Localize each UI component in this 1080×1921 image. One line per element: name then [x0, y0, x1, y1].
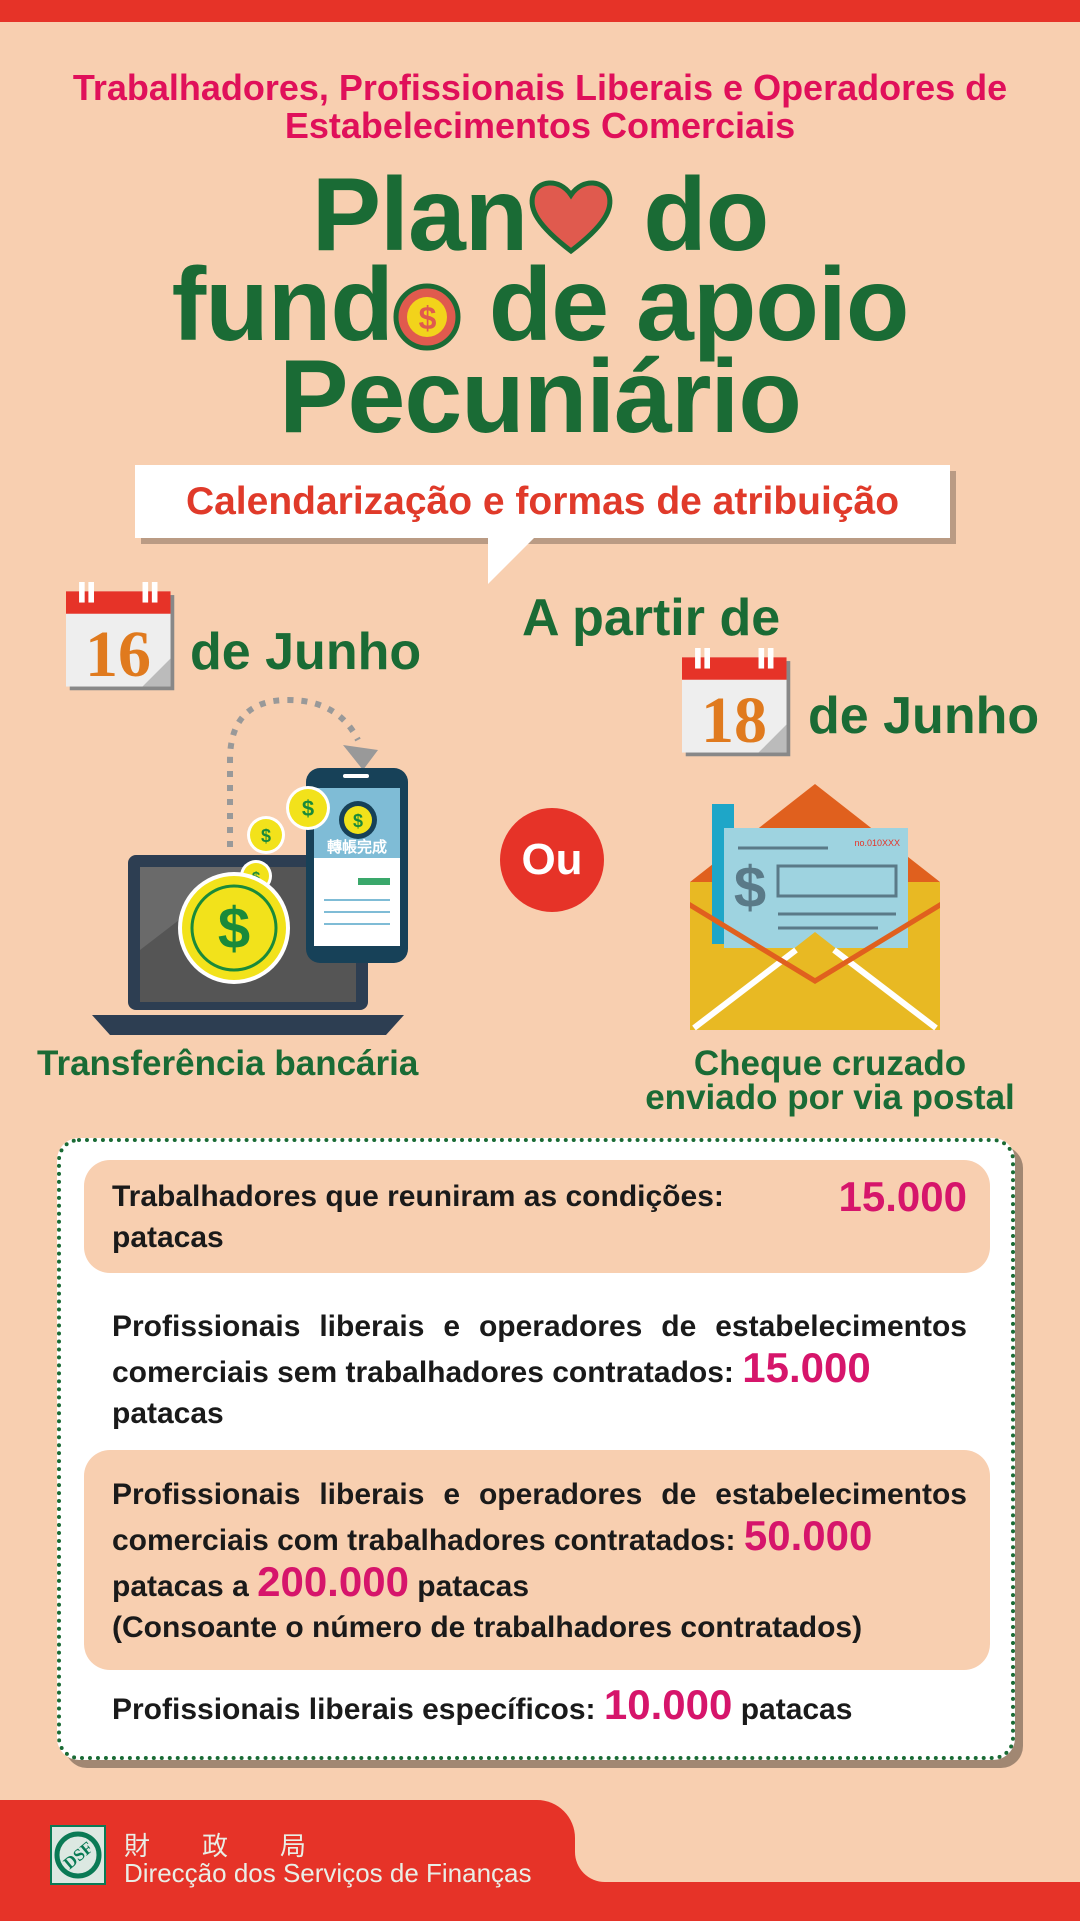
title-text: do — [643, 157, 769, 273]
amount-value: 50.000 — [743, 1512, 873, 1559]
amount-note: (Consoante o número de trabalhadores con… — [112, 1611, 863, 1644]
calendar-icon-16: 16 — [62, 582, 182, 699]
title-text: Plan — [311, 157, 529, 273]
or-badge: Ou — [500, 808, 604, 912]
amount-unit: patacas — [417, 1570, 530, 1603]
amount-value: 15.000 — [838, 1173, 967, 1220]
coin-icon: $ — [393, 283, 461, 351]
heart-icon — [529, 180, 613, 254]
from-label: A partir de — [522, 589, 781, 647]
calendar-icon-18: 18 — [678, 648, 798, 765]
title-text: fund — [171, 247, 394, 363]
speech-bubble: Calendarização e formas de atribuição — [135, 465, 950, 538]
amount-row-bg-3 — [84, 1450, 990, 1670]
amount-value: 10.000 — [603, 1681, 733, 1728]
svg-text:$: $ — [302, 796, 314, 821]
amount-text: Profissionais liberais específicos: — [112, 1693, 596, 1726]
amount-row-bg-1 — [84, 1160, 990, 1273]
amount-text: Profissionais liberais e operadores de e… — [112, 1310, 967, 1389]
amount-row-1: 15.000 Trabalhadores que reuniram as con… — [112, 1176, 967, 1258]
title-line2: fund $ de apoio — [0, 250, 1080, 360]
calendar-day: 16 — [85, 618, 151, 691]
svg-text:$: $ — [218, 896, 250, 961]
footer-name: Direcção dos Serviços de Finanças — [124, 1858, 532, 1888]
svg-text:$: $ — [261, 826, 271, 846]
title-line1: Plan do — [0, 160, 1080, 270]
amount-text: Profissionais liberais e operadores de e… — [112, 1478, 967, 1557]
amount-unit: patacas — [112, 1397, 224, 1430]
amount-value: 15.000 — [742, 1344, 871, 1391]
calendar-day: 18 — [701, 684, 767, 757]
amount-unit: patacas a — [112, 1570, 249, 1603]
title-line3: Pecuniário — [279, 339, 802, 455]
title-text: de apoio — [488, 247, 910, 363]
amount-row-4: Profissionais liberais específicos: 10.0… — [112, 1684, 967, 1730]
bank-transfer-illustration: 轉帳完成 $ $ $ $ $ — [92, 696, 408, 1035]
phone-text: 轉帳完成 — [327, 838, 387, 856]
cheque-envelope-illustration: no.010XXX $ — [690, 784, 940, 1031]
amount-row-2: Profissionais liberais e operadores de e… — [112, 1306, 967, 1434]
cheque-caption-line2: enviado por via postal — [645, 1078, 1015, 1117]
cheque-caption-line1: Cheque cruzado — [693, 1044, 967, 1083]
amount-row-3: Profissionais liberais e operadores de e… — [112, 1474, 967, 1648]
speech-bubble-tail — [488, 536, 536, 584]
cheque-number: no.010XXX — [854, 838, 900, 848]
bank-caption: Transferência bancária — [37, 1044, 419, 1083]
svg-text:$: $ — [353, 811, 363, 831]
amount-unit: patacas — [112, 1221, 224, 1254]
bank-date: de Junho — [190, 623, 422, 681]
cheque-date: de Junho — [808, 687, 1040, 745]
footer-cutout — [575, 1800, 1080, 1882]
subtitle-line2: Estabelecimentos Comerciais — [284, 105, 796, 146]
amount-value-max: 200.000 — [257, 1558, 409, 1605]
subtitle-line1: Trabalhadores, Profissionais Liberais e … — [72, 67, 1008, 108]
footer-chinese-name: 財 政 局 — [124, 1831, 307, 1861]
dsf-logo: DSF — [50, 1825, 106, 1885]
footer-bar — [560, 1880, 1080, 1921]
amount-text: Trabalhadores que reuniram as condições: — [112, 1180, 724, 1213]
top-bar — [0, 0, 1080, 22]
svg-text:$: $ — [418, 300, 436, 336]
svg-text:$: $ — [734, 855, 766, 920]
amount-unit: patacas — [740, 1693, 853, 1726]
